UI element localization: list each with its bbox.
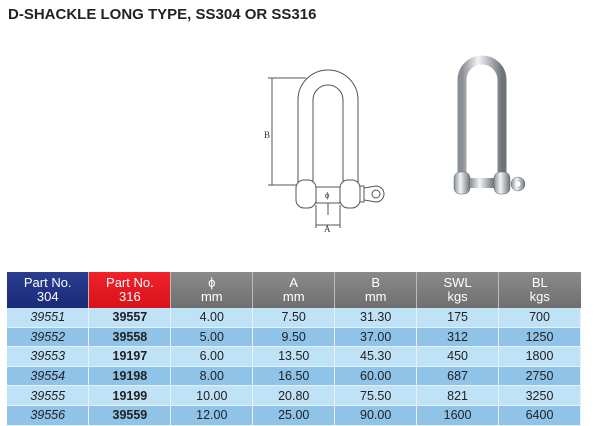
- table-cell: 19197: [88, 346, 172, 367]
- table-cell: 12.00: [170, 405, 254, 426]
- table-cell: 7.50: [252, 308, 336, 328]
- table-cell: 19198: [88, 366, 172, 387]
- header-line: B: [371, 275, 380, 290]
- table-cell: 1600: [416, 405, 500, 426]
- dimension-b-label: B: [264, 130, 270, 140]
- table-cell: 16.50: [252, 366, 336, 387]
- table-cell: 6400: [498, 405, 581, 426]
- table-cell: 39552: [7, 327, 90, 348]
- table-row: 39556 39559 12.00 25.00 90.00 1600 6400: [7, 405, 581, 426]
- table-cell: 39556: [7, 405, 90, 426]
- table-cell: 1250: [498, 327, 581, 348]
- header-line: Part No.: [23, 275, 72, 290]
- header-line: 304: [36, 289, 59, 304]
- table-row: 39555 19199 10.00 20.80 75.50 821 3250: [7, 385, 581, 406]
- header-line: kgs: [529, 289, 550, 304]
- header-part-no-316: Part No. 316: [88, 272, 172, 308]
- page-title: D-SHACKLE LONG TYPE, SS304 OR SS316: [8, 6, 317, 23]
- table-cell: 10.00: [170, 385, 254, 406]
- table-cell: 90.00: [334, 405, 418, 426]
- header-line: SWL: [443, 275, 472, 290]
- table-cell: 4.00: [170, 308, 254, 328]
- shackle-photo: [453, 55, 526, 195]
- table-cell: 45.30: [334, 346, 418, 367]
- table-cell: 2750: [498, 366, 581, 387]
- table-row: 39552 39558 5.00 9.50 37.00 312 1250: [7, 327, 581, 348]
- table-cell: 687: [416, 366, 500, 387]
- header-line: mm: [364, 289, 387, 304]
- header-line: 316: [119, 289, 141, 304]
- table-row: 39553 19197 6.00 13.50 45.30 450 1800: [7, 346, 581, 367]
- table-cell: 31.30: [334, 308, 418, 328]
- table-cell: 37.00: [334, 327, 418, 348]
- header-line: kgs: [447, 289, 468, 304]
- table-row: 39551 39557 4.00 7.50 31.30 175 700: [7, 308, 581, 328]
- table-cell: 8.00: [170, 366, 254, 387]
- header-bl: BL kgs: [498, 272, 581, 308]
- dimension-phi-label: ϕ: [325, 191, 330, 200]
- header-line: A: [289, 275, 299, 290]
- table-cell: 39554: [7, 366, 90, 387]
- header-line: mm: [282, 289, 305, 304]
- table-cell: 39558: [88, 327, 172, 348]
- table-row: 39554 19198 8.00 16.50 60.00 687 2750: [7, 366, 581, 387]
- table-cell: 60.00: [334, 366, 418, 387]
- table-cell: 20.80: [252, 385, 336, 406]
- table-cell: 312: [416, 327, 500, 348]
- header-line: Part No.: [106, 275, 154, 290]
- table-cell: 39553: [7, 346, 90, 367]
- table-cell: 39551: [7, 308, 90, 328]
- table-cell: 450: [416, 346, 500, 367]
- table-cell: 6.00: [170, 346, 254, 367]
- table-cell: 39559: [88, 405, 172, 426]
- shackle-technical-drawing: B A ϕ: [264, 69, 385, 234]
- header-swl: SWL kgs: [416, 272, 500, 308]
- table-cell: 700: [498, 308, 581, 328]
- header-line: BL: [531, 275, 548, 290]
- table-cell: 19199: [88, 385, 172, 406]
- table-cell: 821: [416, 385, 500, 406]
- table-cell: 39557: [88, 308, 172, 328]
- table-cell: 9.50: [252, 327, 336, 348]
- header-phi: ϕ mm: [170, 272, 254, 308]
- dimension-a-label: A: [324, 224, 331, 234]
- table-cell: 25.00: [252, 405, 336, 426]
- table-cell: 13.50: [252, 346, 336, 367]
- table-cell: 75.50: [334, 385, 418, 406]
- table-cell: 175: [416, 308, 500, 328]
- table-cell: 39555: [7, 385, 90, 406]
- table-cell: 1800: [498, 346, 581, 367]
- header-line: mm: [200, 289, 223, 304]
- header-part-no-304: Part No. 304: [7, 272, 90, 308]
- header-line: ϕ: [208, 275, 216, 290]
- table-cell: 5.00: [170, 327, 254, 348]
- table-cell: 3250: [498, 385, 581, 406]
